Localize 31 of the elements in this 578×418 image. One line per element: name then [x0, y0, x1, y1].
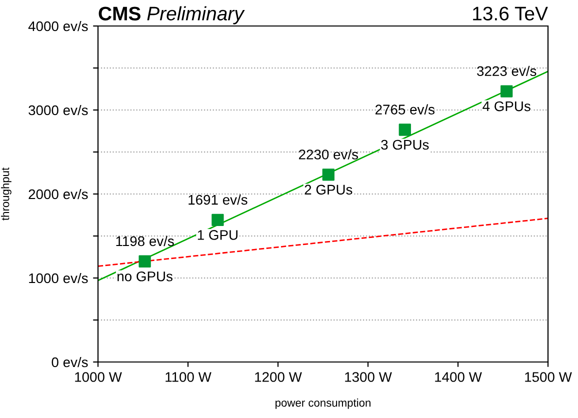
annotation: 2 GPUs: [304, 184, 352, 195]
data-label: 3223 ev/s: [477, 66, 536, 76]
point: [500, 85, 513, 98]
text: 13.6 TeV: [473, 6, 548, 20]
point: [398, 124, 411, 136]
point: [212, 214, 224, 226]
point: [138, 255, 151, 268]
data-label: 2230 ev/s: [298, 149, 358, 160]
x-tick-label: 1000 W: [75, 372, 122, 382]
chart-subtitle: Preliminary: [147, 6, 245, 24]
x-tick-label: 1200 W: [255, 372, 302, 382]
annotation: no GPUs: [118, 271, 172, 282]
x-tick-label: 1300 W: [345, 372, 392, 382]
x-tick-label: 1400 W: [435, 372, 482, 382]
x-tick-label: 1500 W: [525, 372, 572, 382]
y-tick-label: 1000 ev/s: [29, 272, 88, 284]
chart-title: CMS: [98, 6, 140, 20]
point: [322, 168, 334, 181]
annotation: 3 GPUs: [381, 140, 429, 150]
y-tick-label: 0 ev/s: [52, 356, 88, 368]
y-tick-label: 4000 ev/s: [28, 20, 88, 32]
data-label: 1691 ev/s: [188, 194, 248, 205]
y-tick-label: 3000 ev/s: [28, 104, 88, 116]
annotation: 1 GPU: [198, 230, 238, 240]
data-label: 1198 ev/s: [116, 236, 174, 246]
x-tick-label: 1100 W: [166, 372, 212, 382]
data-label: 2765 ev/s: [375, 104, 435, 114]
y-tick-label: 2000 ev/s: [28, 188, 88, 200]
annotation: 4 GPUs: [482, 101, 530, 112]
y-axis-title: throughput: [1, 168, 12, 220]
x-axis-title: power consumption: [276, 398, 370, 409]
